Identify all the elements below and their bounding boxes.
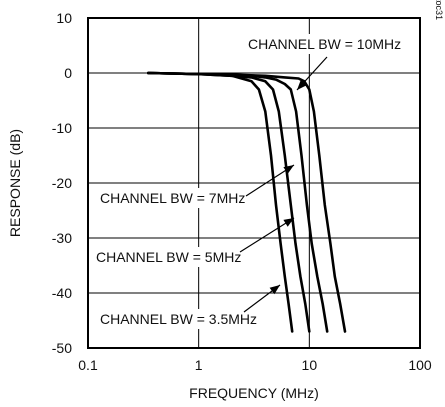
annotation-background bbox=[96, 188, 244, 208]
annotation-label: CHANNEL BW = 10MHz bbox=[248, 36, 401, 52]
y-tick-label: -10 bbox=[52, 120, 72, 136]
y-tick-label: -40 bbox=[52, 285, 72, 301]
annotation-background bbox=[92, 247, 240, 267]
y-tick-label: -30 bbox=[52, 230, 72, 246]
annotation-label: CHANNEL BW = 3.5MHz bbox=[100, 311, 257, 327]
annotation-background bbox=[244, 34, 410, 54]
annotation-background bbox=[96, 309, 260, 329]
y-tick-label: -50 bbox=[52, 340, 72, 356]
x-tick-label: 10 bbox=[302, 357, 318, 373]
x-tick-label: 100 bbox=[408, 357, 432, 373]
x-tick-label: 0.1 bbox=[78, 357, 98, 373]
x-axis-label: FREQUENCY (MHz) bbox=[189, 385, 319, 401]
grid-lines bbox=[88, 18, 420, 348]
annotation-arrow-line bbox=[239, 217, 295, 253]
part-number-label: MAX2842 toc31 bbox=[434, 0, 444, 20]
y-tick-labels: 10 0 -10 -20 -30 -40 -50 bbox=[52, 10, 72, 356]
y-tick-label: 0 bbox=[64, 65, 72, 81]
arrowhead-icon bbox=[269, 285, 280, 295]
arrowhead-icon bbox=[283, 218, 294, 227]
x-tick-labels: 0.1 1 10 100 bbox=[78, 357, 432, 373]
y-axis-label: RESPONSE (dB) bbox=[7, 129, 23, 237]
arrowhead-icon bbox=[297, 79, 307, 90]
curve-series-3 bbox=[146, 71, 347, 333]
x-tick-label: 1 bbox=[195, 357, 203, 373]
y-tick-label: -20 bbox=[52, 175, 72, 191]
arrowhead-icon bbox=[283, 165, 294, 174]
y-tick-label: 10 bbox=[56, 10, 72, 26]
annotations: CHANNEL BW = 10MHz CHANNEL BW = 7MHz CHANN… bbox=[92, 34, 410, 329]
annotation-label: CHANNEL BW = 5MHz bbox=[96, 249, 241, 265]
annotation-label: CHANNEL BW = 7MHz bbox=[100, 190, 245, 206]
response-curves bbox=[146, 71, 347, 333]
plot-frame bbox=[87, 17, 421, 349]
